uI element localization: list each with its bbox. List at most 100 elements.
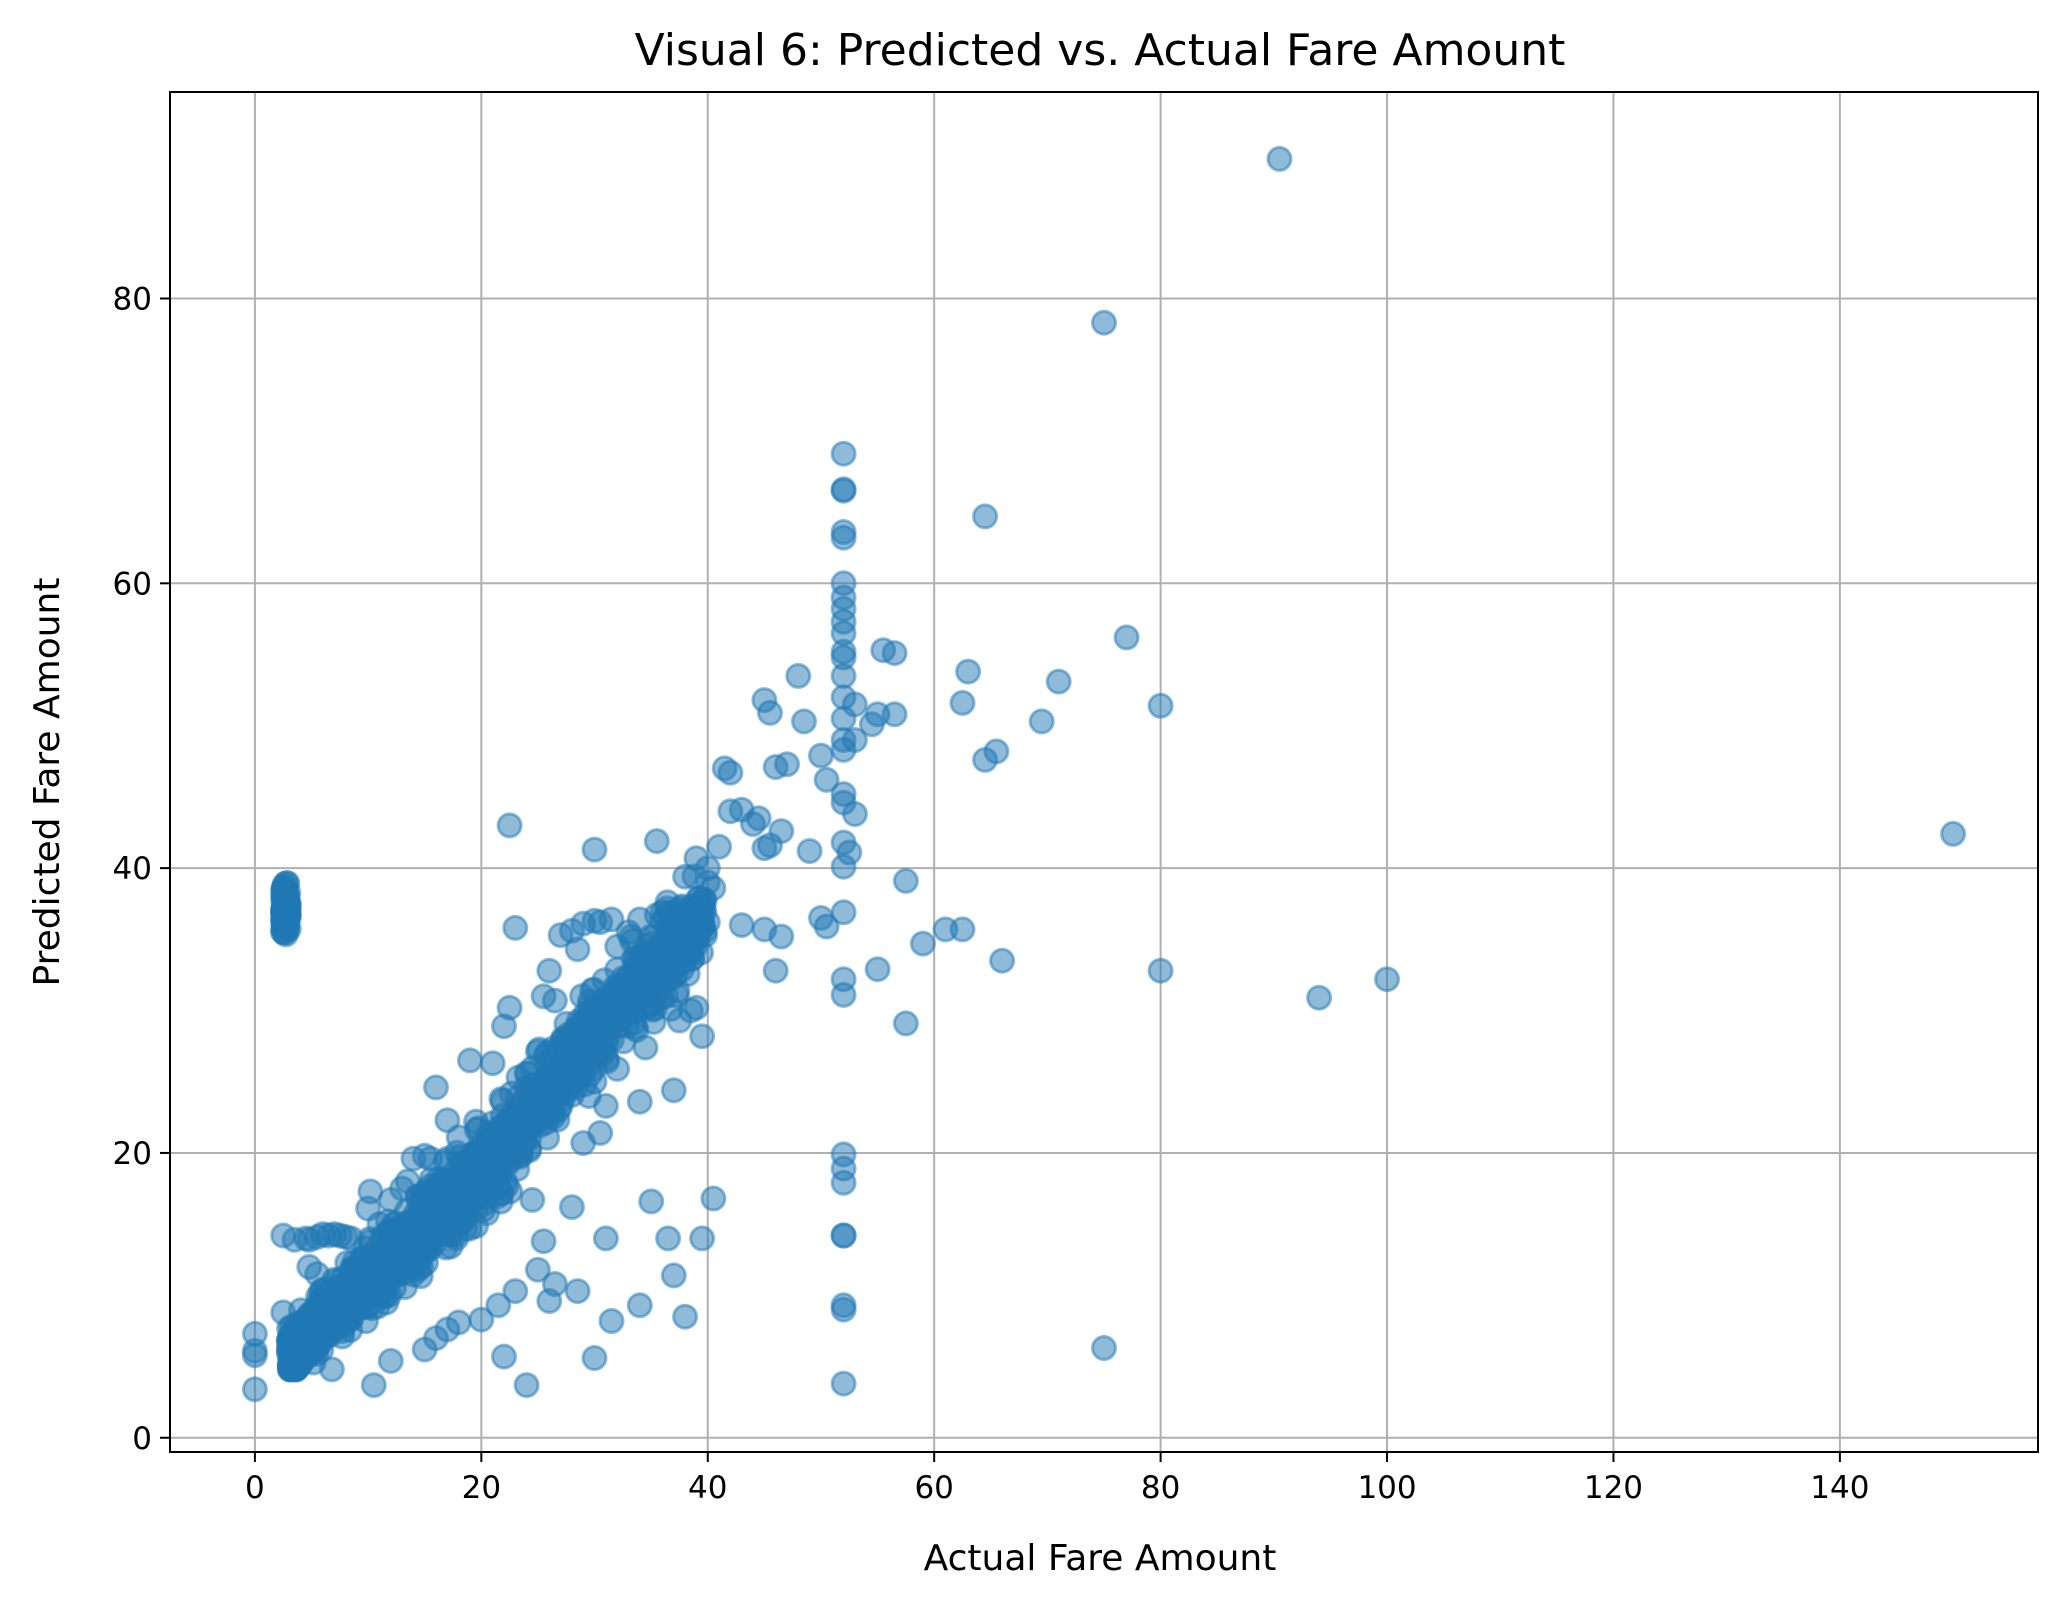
data-point xyxy=(843,729,866,752)
data-point xyxy=(617,998,640,1021)
data-point xyxy=(543,989,566,1012)
data-point xyxy=(379,1349,402,1372)
data-point xyxy=(702,1187,725,1210)
data-point xyxy=(832,1171,855,1194)
data-point xyxy=(418,1223,441,1246)
x-tick-label: 140 xyxy=(1810,1470,1869,1506)
data-point xyxy=(583,1070,606,1093)
data-point xyxy=(957,660,980,683)
data-point xyxy=(810,744,833,767)
data-point xyxy=(543,1273,566,1296)
x-tick-label: 0 xyxy=(245,1470,265,1506)
data-point xyxy=(276,872,299,895)
data-point xyxy=(691,1227,714,1250)
data-point xyxy=(587,1008,610,1031)
data-point xyxy=(1942,822,1965,845)
data-point xyxy=(832,1224,855,1247)
data-point xyxy=(566,938,589,961)
data-point xyxy=(566,1280,589,1303)
data-point xyxy=(832,1372,855,1395)
data-point xyxy=(311,1278,334,1301)
data-point xyxy=(496,1152,519,1175)
data-point xyxy=(243,1344,266,1367)
data-point xyxy=(589,1122,612,1145)
data-point xyxy=(515,1062,538,1085)
y-tick-label: 60 xyxy=(113,566,152,602)
data-point xyxy=(696,857,719,880)
data-point xyxy=(843,693,866,716)
data-point xyxy=(583,1347,606,1370)
data-point xyxy=(526,1040,549,1063)
data-point xyxy=(532,1230,555,1253)
data-point xyxy=(408,1194,431,1217)
x-tick-label: 80 xyxy=(1141,1470,1180,1506)
data-point xyxy=(515,1374,538,1397)
data-point xyxy=(594,1227,617,1250)
data-point xyxy=(832,1298,855,1321)
data-point xyxy=(378,1245,401,1268)
data-point xyxy=(730,914,753,937)
data-point xyxy=(429,1192,452,1215)
x-tick-label: 60 xyxy=(914,1470,953,1506)
data-point xyxy=(640,1190,663,1213)
data-point xyxy=(396,1170,419,1193)
y-tick-label: 20 xyxy=(113,1136,152,1172)
data-point xyxy=(366,1269,389,1292)
y-tick-label: 80 xyxy=(113,281,152,317)
x-tick-label: 20 xyxy=(462,1470,501,1506)
data-point xyxy=(866,958,889,981)
data-point xyxy=(1093,311,1116,334)
data-point xyxy=(498,996,521,1019)
x-axis-label: Actual Fare Amount xyxy=(924,1538,1277,1579)
data-point xyxy=(764,959,787,982)
data-point xyxy=(674,1305,697,1328)
data-point xyxy=(600,1310,623,1333)
data-point xyxy=(787,664,810,687)
data-point xyxy=(883,642,906,665)
data-point xyxy=(493,1345,516,1368)
data-point xyxy=(498,814,521,837)
data-point xyxy=(832,572,855,595)
data-point xyxy=(320,1358,343,1381)
data-point xyxy=(583,838,606,861)
data-point xyxy=(447,1126,470,1149)
data-point xyxy=(974,505,997,528)
data-point xyxy=(496,1128,519,1151)
data-point xyxy=(1093,1337,1116,1360)
data-point xyxy=(843,803,866,826)
data-point xyxy=(368,1213,391,1236)
data-point xyxy=(691,1025,714,1048)
data-point xyxy=(1149,959,1172,982)
data-point xyxy=(991,949,1014,972)
data-point xyxy=(651,971,674,994)
data-point xyxy=(606,1057,629,1080)
data-point xyxy=(334,1290,357,1313)
data-point xyxy=(951,691,974,714)
data-point xyxy=(278,1354,301,1377)
data-point xyxy=(495,1174,518,1197)
data-point xyxy=(1047,670,1070,693)
data-point xyxy=(708,835,731,858)
data-point xyxy=(770,925,793,948)
data-point xyxy=(538,959,561,982)
data-point xyxy=(1308,986,1331,1009)
data-point xyxy=(425,1076,448,1099)
data-point xyxy=(628,1294,651,1317)
data-point xyxy=(500,1082,523,1105)
x-tick-label: 100 xyxy=(1357,1470,1416,1506)
y-tick-label: 40 xyxy=(113,851,152,887)
data-point xyxy=(594,1094,617,1117)
data-point xyxy=(719,761,742,784)
data-point xyxy=(623,956,646,979)
data-point xyxy=(634,1036,657,1059)
data-point xyxy=(1115,626,1138,649)
data-point xyxy=(459,1049,482,1072)
data-point xyxy=(351,1247,374,1270)
data-point xyxy=(832,442,855,465)
data-point xyxy=(696,911,719,934)
data-point xyxy=(832,478,855,501)
data-point xyxy=(272,917,295,940)
data-point xyxy=(628,1090,651,1113)
data-point xyxy=(832,983,855,1006)
